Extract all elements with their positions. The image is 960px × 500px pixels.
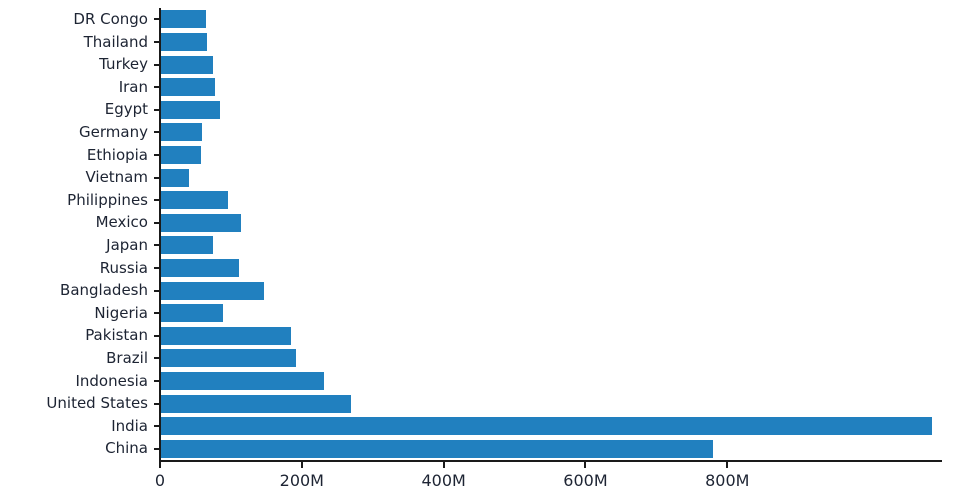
category-label: Thailand [83, 32, 148, 51]
category-label: Nigeria [94, 303, 148, 322]
category-label: Egypt [104, 100, 148, 119]
category-label: Vietnam [85, 168, 148, 187]
y-tick-mark [154, 63, 160, 66]
bar [161, 304, 223, 323]
y-tick-mark [154, 40, 160, 43]
bar [161, 394, 351, 413]
category-label: Philippines [67, 190, 148, 209]
bar [161, 32, 207, 51]
category-label: DR Congo [73, 10, 148, 28]
category-label: Iran [118, 77, 148, 96]
y-tick-mark [154, 447, 160, 450]
bar [161, 168, 190, 187]
y-tick-mark [154, 86, 160, 89]
x-axis-ticks: 0 200M 400M 600M 800M [155, 462, 940, 498]
bar [161, 191, 229, 210]
y-tick-mark [154, 131, 160, 134]
y-tick-mark [154, 153, 160, 156]
bar [161, 349, 297, 368]
y-tick-mark [154, 199, 160, 202]
y-tick-mark [154, 334, 160, 337]
y-tick-mark [154, 266, 160, 269]
y-tick-mark [154, 402, 160, 405]
y-tick-mark [154, 425, 160, 428]
bar [161, 371, 324, 390]
x-tick-mark [300, 462, 303, 468]
y-tick-mark [154, 176, 160, 179]
y-axis-line [159, 8, 161, 462]
bar [161, 281, 265, 300]
category-label: Germany [79, 123, 148, 141]
x-tick-label: 800M [705, 471, 750, 490]
bar [161, 55, 213, 74]
bar [161, 236, 213, 255]
x-tick-mark [442, 462, 445, 468]
plot-area [161, 8, 939, 460]
category-label: China [105, 439, 148, 458]
category-label: Japan [106, 236, 148, 254]
y-tick-mark [154, 18, 160, 21]
x-tick-label: 200M [279, 471, 324, 490]
category-label: Mexico [95, 213, 148, 232]
bar [161, 326, 292, 345]
y-tick-mark [154, 312, 160, 315]
y-axis-labels: DR Congo Thailand Turkey Iran Egypt Germany Et… [0, 8, 160, 460]
bar [161, 123, 203, 142]
category-label: India [111, 416, 148, 435]
x-tick-mark [584, 462, 587, 468]
category-label: Brazil [106, 349, 148, 367]
bar [161, 78, 215, 97]
y-tick-mark [154, 108, 160, 111]
y-tick-mark [154, 221, 160, 224]
bar [161, 258, 239, 277]
category-label: Indonesia [75, 371, 148, 390]
y-tick-mark [154, 289, 160, 292]
x-tick-label: 0 [154, 471, 166, 490]
bar [161, 213, 241, 232]
bar [161, 417, 932, 436]
category-label: Turkey [99, 55, 148, 74]
bar [161, 100, 220, 119]
category-label: Ethiopia [86, 145, 148, 164]
y-tick-mark [154, 244, 160, 247]
bar [161, 145, 201, 164]
category-label: Bangladesh [60, 281, 148, 300]
bar [161, 439, 713, 458]
bar [161, 10, 207, 29]
category-label: Russia [99, 258, 148, 277]
y-tick-mark [154, 379, 160, 382]
x-tick-mark [726, 462, 729, 468]
x-tick-label: 400M [421, 471, 466, 490]
x-tick-label: 600M [563, 471, 608, 490]
x-axis-line [159, 460, 942, 462]
category-label: Pakistan [85, 326, 148, 345]
x-tick-mark [159, 462, 161, 468]
category-label: United States [46, 394, 148, 413]
y-tick-mark [154, 357, 160, 360]
